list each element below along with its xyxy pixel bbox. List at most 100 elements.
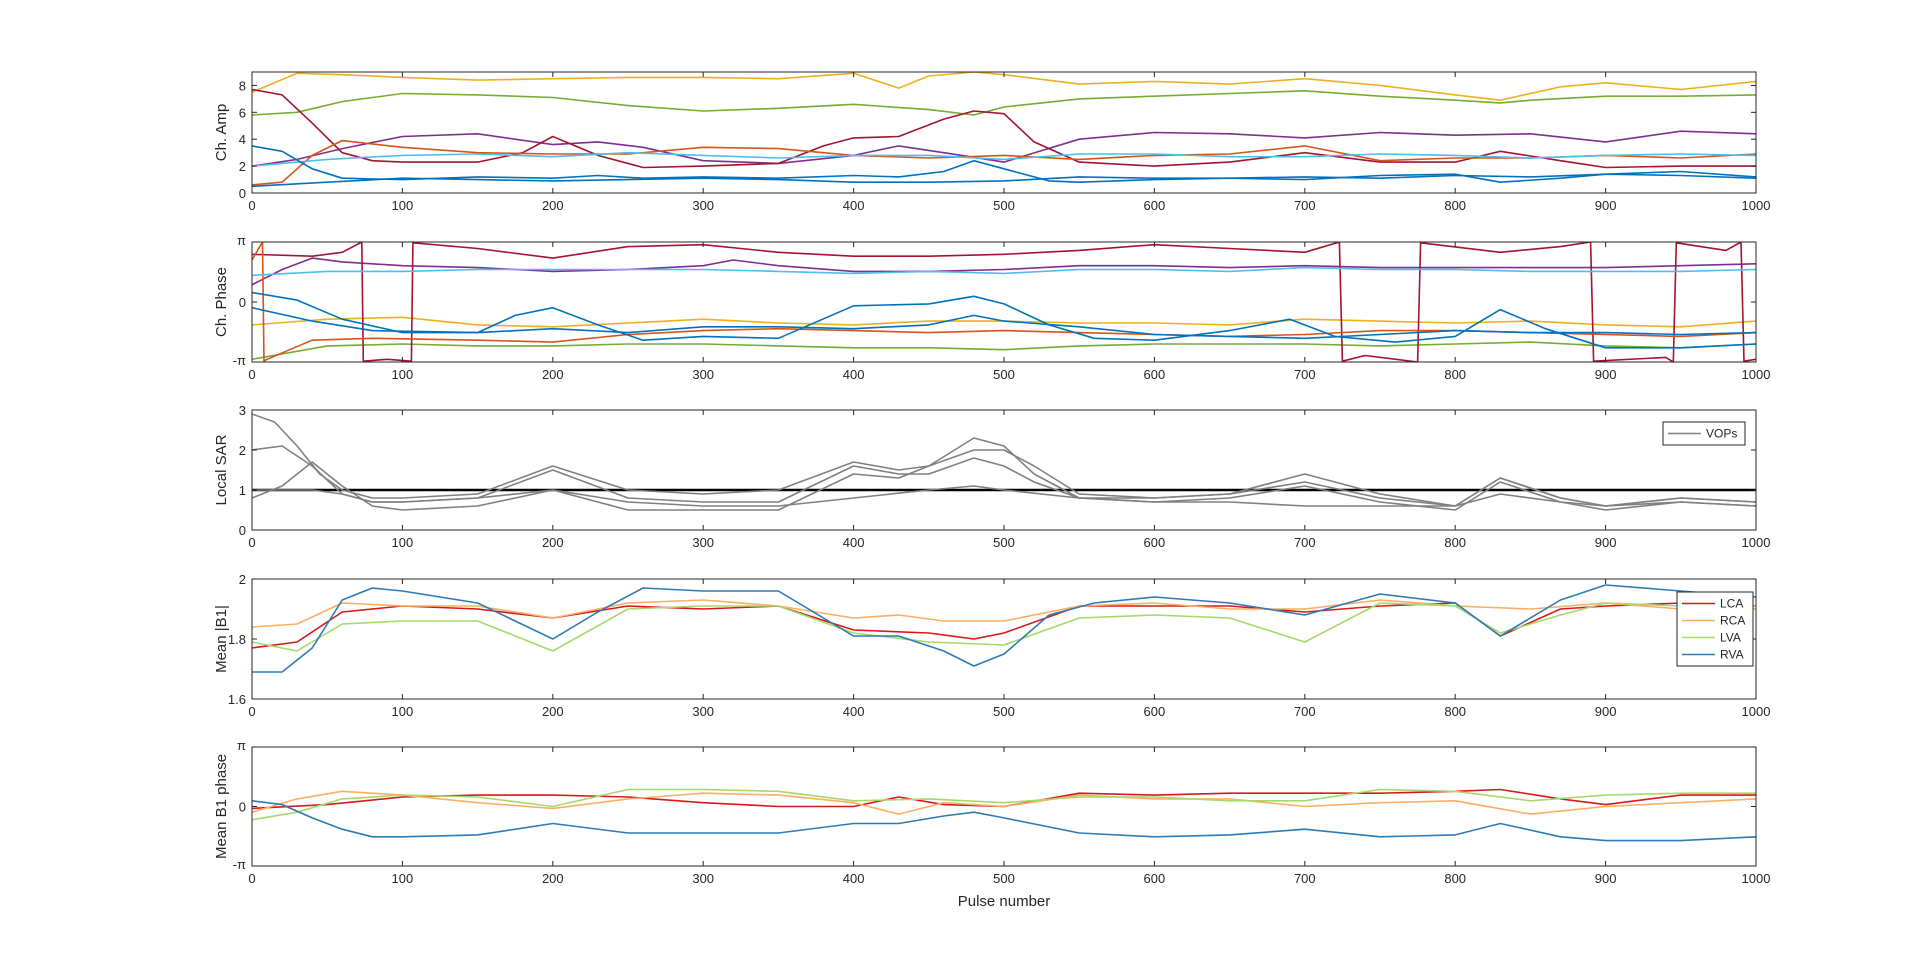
x-tick-label: 300 [692, 535, 714, 550]
y-tick-label: 0 [239, 186, 246, 201]
series-line-lva [252, 788, 1756, 821]
x-tick-label: 1000 [1742, 871, 1771, 886]
subplot-2: 0 100 200 300 400 500 600 700 800 900 1000-π0πCh. … [213, 233, 1770, 382]
x-tick-label: 900 [1595, 535, 1617, 550]
series-line-ch3 [252, 130, 1756, 167]
y-tick-label: -π [233, 857, 246, 872]
series-group [252, 788, 1756, 842]
series-line-ch7 [252, 291, 1756, 349]
series-line-ch2 [252, 341, 1756, 361]
subplot-5: 0 100 200 300 400 500 600 700 800 900 1000-π0πMean… [213, 738, 1770, 886]
y-axis-label: Ch. Phase [213, 267, 230, 337]
x-tick-label: 800 [1444, 367, 1466, 382]
x-tick-label: 400 [843, 367, 865, 382]
x-tick-label: 100 [392, 704, 414, 719]
series-line-rva [252, 800, 1756, 842]
x-tick-label: 200 [542, 871, 564, 886]
legend-label-rva: RVA [1720, 648, 1744, 662]
x-tick-label: 600 [1144, 871, 1166, 886]
y-axis-label: Mean B1 phase [213, 754, 230, 859]
series-group [252, 242, 1756, 362]
x-tick-label: 400 [843, 198, 865, 213]
axes-background [252, 410, 1756, 530]
series-line-ch2 [252, 90, 1756, 116]
x-tick-label: 300 [692, 871, 714, 886]
subplots: 0 100 200 300 400 500 600 700 800 900 100002468Ch.… [213, 71, 1771, 886]
y-tick-label: 2 [239, 443, 246, 458]
x-tick-label: 800 [1444, 198, 1466, 213]
x-tick-label: 200 [542, 704, 564, 719]
legend-label-rca: RCA [1720, 614, 1745, 628]
x-tick-label: 800 [1444, 704, 1466, 719]
series-line-rca [252, 599, 1756, 628]
y-tick-label: -π [233, 353, 246, 368]
x-tick-label: 300 [692, 198, 714, 213]
x-tick-label: 700 [1294, 367, 1316, 382]
subplot-1: 0 100 200 300 400 500 600 700 800 900 1000 0 2 4 6 8 Ch.… [213, 71, 1771, 213]
y-tick-label: 1 [239, 483, 246, 498]
x-tick-label: 900 [1595, 704, 1617, 719]
x-tick-label: 600 [1144, 198, 1166, 213]
series-group [252, 584, 1756, 673]
series-line-ch6 [252, 151, 1756, 167]
legend-label-lca: LCA [1720, 597, 1743, 611]
series-line-ch4 [252, 242, 1756, 362]
series-group [252, 413, 1756, 511]
legend-label-vops: VOPs [1706, 427, 1737, 441]
x-tick-label: 500 [993, 198, 1015, 213]
x-tick-label: 700 [1294, 198, 1316, 213]
series-line-ch4 [252, 88, 1756, 169]
x-tick-label: 900 [1595, 198, 1617, 213]
x-tick-label: 700 [1294, 535, 1316, 550]
x-tick-label: 0 [248, 535, 255, 550]
x-tick-label: 400 [843, 704, 865, 719]
y-tick-label: 1.8 [228, 632, 246, 647]
x-tick-label: 600 [1144, 535, 1166, 550]
x-tick-label: 100 [392, 871, 414, 886]
series-line-ch5 [252, 139, 1756, 186]
subplot-4: 0 100 200 300 400 500 600 700 800 900 1000 1.6 1.8 2 M… [213, 572, 1770, 719]
x-tick-label: 500 [993, 367, 1015, 382]
legend: LCA RCA LVA RVA [1676, 591, 1754, 667]
x-tick-label: 800 [1444, 871, 1466, 886]
x-tick-label: 1000 [1742, 535, 1771, 550]
series-line-vops [252, 449, 1756, 511]
x-tick-label: 600 [1144, 704, 1166, 719]
x-tick-label: 1000 [1742, 198, 1771, 213]
x-tick-label: 200 [542, 198, 564, 213]
x-tick-label: 0 [248, 198, 255, 213]
series-line-ch8 [252, 173, 1756, 188]
series-line-ch3 [252, 257, 1756, 286]
x-tick-label: 300 [692, 704, 714, 719]
y-tick-label: 4 [239, 132, 246, 147]
y-tick-label: 2 [239, 572, 246, 587]
x-tick-label: 0 [248, 367, 255, 382]
y-tick-label: 1.6 [228, 692, 246, 707]
x-tick-label: 1000 [1742, 367, 1771, 382]
y-tick-label: 6 [239, 105, 246, 120]
x-tick-label: 100 [392, 535, 414, 550]
series-line-ch1 [252, 72, 1756, 101]
x-tick-label: 600 [1144, 367, 1166, 382]
series-line-rva [252, 584, 1756, 673]
subplot-3: 0 100 200 300 400 500 600 700 800 900 1000 0 1 2 3 Loca… [213, 403, 1770, 550]
y-tick-label: 0 [239, 523, 246, 538]
x-tick-label: 0 [248, 704, 255, 719]
series-line-ch8 [252, 306, 1756, 340]
y-axis-label: Mean |B1| [213, 605, 230, 673]
x-tick-label: 200 [542, 367, 564, 382]
y-tick-label: 8 [239, 78, 246, 93]
x-tick-label: 100 [392, 198, 414, 213]
series-line-ch6 [252, 266, 1756, 277]
y-tick-label: 0 [239, 295, 246, 310]
y-axis-label: Ch. Amp [213, 104, 230, 162]
x-tick-label: 300 [692, 367, 714, 382]
axes-background [252, 579, 1756, 699]
series-line-lca [252, 602, 1756, 649]
axes-background [252, 242, 1756, 362]
y-tick-label: 2 [239, 159, 246, 174]
x-tick-label: 900 [1595, 367, 1617, 382]
series-line-vops [252, 485, 1756, 507]
y-axis-label: Local SAR [213, 434, 230, 505]
